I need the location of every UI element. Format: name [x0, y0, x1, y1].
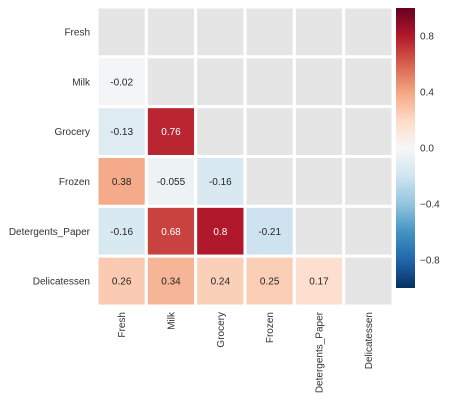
masked-cell	[144, 55, 198, 109]
column-label-detergents-paper: Detergents_Paper	[315, 311, 326, 393]
colorbar-tick-label: 0.4	[420, 88, 434, 99]
cell-value-label: -0.055	[157, 177, 186, 188]
row-label-frozen: Frozen	[59, 177, 90, 188]
row-labels: Fresh Milk Grocery Frozen Detergents_Paper De…	[9, 27, 91, 287]
heatmap-grid: -0.02 -0.13 0.76 0.38 -0.055 -0.16 -0.16 0.68 0.…	[95, 5, 395, 308]
masked-cell	[194, 55, 247, 109]
masked-cell	[243, 105, 296, 158]
heatmap-cell-detergents-paper-frozen	[243, 204, 296, 258]
masked-cell	[342, 254, 395, 308]
colorbar-tick-label: 0.0	[420, 144, 434, 155]
row-label-milk: Milk	[72, 77, 91, 88]
colorbar-tick-label: −0.8	[420, 256, 440, 267]
masked-cell	[292, 105, 346, 158]
cell-value-label: -0.16	[209, 177, 232, 188]
masked-cell	[342, 55, 395, 109]
cell-value-label: -0.16	[110, 227, 133, 238]
column-label-grocery: Grocery	[216, 312, 227, 348]
cell-value-label: 0.25	[260, 277, 280, 288]
masked-cell	[243, 5, 296, 59]
row-label-detergents-paper: Detergents_Paper	[9, 227, 91, 238]
masked-cell	[342, 105, 395, 158]
masked-cell	[292, 5, 346, 59]
masked-cell	[194, 5, 247, 59]
masked-cell	[292, 204, 346, 258]
colorbar: 0.8 0.4 0.0 −0.4 −0.8	[396, 8, 440, 288]
column-labels: Fresh Milk Grocery Frozen Detergents_Paper De…	[117, 311, 375, 393]
masked-cell	[144, 5, 198, 59]
cell-value-label: 0.17	[309, 277, 329, 288]
cell-value-label: 0.76	[161, 127, 181, 138]
masked-cell	[95, 5, 148, 59]
colorbar-gradient	[396, 8, 415, 288]
colorbar-tick-label: −0.4	[420, 200, 440, 211]
row-label-fresh: Fresh	[64, 27, 90, 38]
masked-cell	[342, 204, 395, 258]
cell-value-label: 0.34	[161, 277, 181, 288]
masked-cell	[342, 155, 395, 208]
cell-value-label: 0.68	[161, 227, 181, 238]
column-label-frozen: Frozen	[265, 312, 276, 343]
masked-cell	[342, 5, 395, 59]
column-label-delicatessen: Delicatessen	[364, 312, 375, 369]
colorbar-tick-label: 0.8	[420, 32, 434, 43]
cell-value-label: 0.26	[112, 277, 132, 288]
masked-cell	[292, 155, 346, 208]
heatmap-cell-delicatessen-milk	[144, 254, 198, 308]
masked-cell	[292, 55, 346, 109]
masked-cell	[243, 155, 296, 208]
cell-value-label: 0.24	[211, 277, 231, 288]
column-label-fresh: Fresh	[117, 312, 128, 338]
cell-value-label: -0.21	[258, 227, 281, 238]
cell-value-label: -0.13	[110, 127, 133, 138]
cell-value-label: 0.38	[112, 177, 132, 188]
row-label-delicatessen: Delicatessen	[33, 277, 90, 288]
masked-cell	[194, 105, 247, 158]
masked-cell	[243, 55, 296, 109]
cell-value-label: -0.02	[110, 77, 133, 88]
row-label-grocery: Grocery	[54, 127, 90, 138]
heatmap-cell-detergents-paper-milk	[144, 204, 198, 258]
cell-value-label: 0.8	[213, 227, 227, 238]
column-label-milk: Milk	[167, 311, 178, 330]
